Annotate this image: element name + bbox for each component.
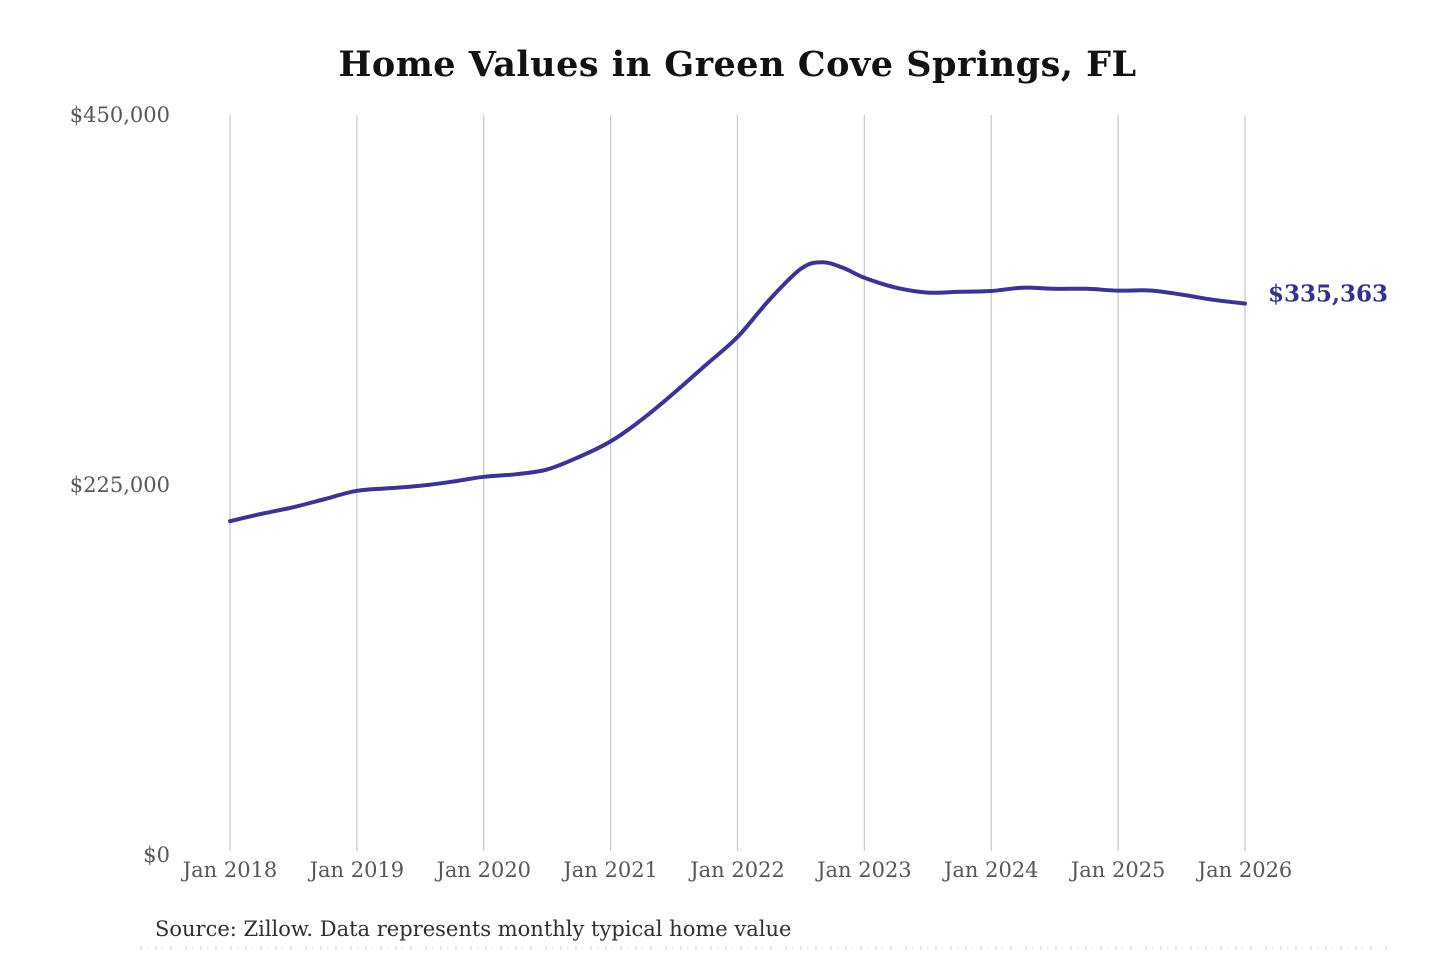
x-axis-tick-label: Jan 2025: [1070, 858, 1166, 882]
home-value-line: [228, 260, 1247, 524]
source-note: Source: Zillow. Data represents monthly …: [155, 917, 792, 941]
x-axis-tick-label: Jan 2020: [436, 858, 532, 882]
y-axis-tick-label: $450,000: [69, 103, 170, 127]
x-axis-tick-label: Jan 2022: [690, 858, 785, 882]
x-axis-tick-label: Jan 2019: [309, 858, 405, 882]
chart-title: Home Values in Green Cove Springs, FL: [338, 44, 1137, 85]
y-axis-tick-label: $0: [143, 843, 170, 867]
end-value-label: $335,363: [1268, 280, 1389, 307]
clipped-text-fragments: [140, 946, 1390, 950]
x-axis-tick-label: Jan 2021: [563, 858, 658, 882]
x-axis-tick-label: Jan 2024: [943, 858, 1039, 882]
x-axis-tick-label: Jan 2026: [1197, 858, 1293, 882]
gridlines-group: [229, 115, 1246, 851]
x-axis-tick-label: Jan 2018: [182, 858, 278, 882]
x-axis-tick-label: Jan 2023: [817, 858, 912, 882]
y-axis-tick-label: $225,000: [69, 473, 170, 497]
